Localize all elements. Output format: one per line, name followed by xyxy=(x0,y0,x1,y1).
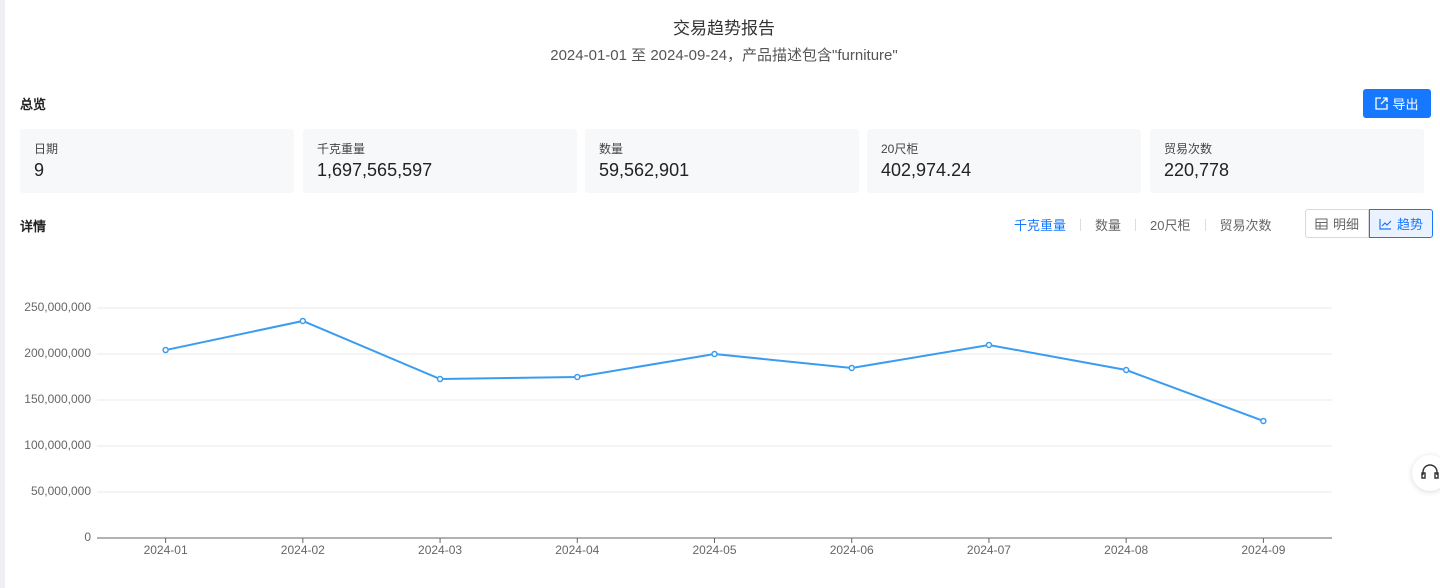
x-tick-label: 2024-04 xyxy=(555,543,599,557)
stat-value: 1,697,565,597 xyxy=(317,160,433,180)
data-point xyxy=(711,350,718,358)
metric-tab[interactable]: 贸易次数 xyxy=(1219,218,1272,233)
trend-icon xyxy=(1379,218,1392,230)
stat-label: 千克重量 xyxy=(317,142,366,156)
y-tick-label: 250,000,000 xyxy=(24,300,91,314)
y-tick-label: 0 xyxy=(84,530,91,544)
data-point xyxy=(985,341,993,349)
y-tick-label: 50,000,000 xyxy=(31,484,91,498)
series-line xyxy=(165,319,1264,422)
stat-value: 9 xyxy=(34,160,45,180)
metric-tab[interactable]: 千克重量 xyxy=(1014,218,1067,233)
data-point xyxy=(574,373,581,381)
tab-separator xyxy=(1080,218,1082,231)
stat-label: 日期 xyxy=(34,142,59,156)
stat-card: 20尺柜 402,974.24 xyxy=(867,129,1141,193)
stat-label: 20尺柜 xyxy=(881,142,919,156)
stat-label: 数量 xyxy=(599,142,624,156)
x-tick-label: 2024-07 xyxy=(967,543,1011,557)
stat-value: 402,974.24 xyxy=(881,160,972,180)
tab-separator xyxy=(1204,218,1206,231)
details-title: 详情 xyxy=(20,219,47,234)
data-point xyxy=(1122,366,1130,374)
y-tick-label: 150,000,000 xyxy=(24,392,91,406)
data-point xyxy=(299,317,307,325)
stat-card: 数量 59,562,901 xyxy=(585,129,859,193)
export-label[interactable]: 导出 xyxy=(1392,97,1419,112)
export-icon xyxy=(1375,97,1389,110)
view-trend[interactable]: 趋势 xyxy=(1369,209,1434,238)
data-point xyxy=(1260,417,1267,425)
stat-card: 贸易次数 220,778 xyxy=(1150,129,1424,193)
view-label[interactable]: 趋势 xyxy=(1397,217,1424,232)
data-point xyxy=(162,346,169,354)
sidebar-edge xyxy=(0,0,5,588)
stat-card: 日期 9 xyxy=(20,129,294,193)
data-point xyxy=(848,364,855,372)
x-tick-label: 2024-05 xyxy=(692,543,736,557)
export-button[interactable]: 导出 xyxy=(1363,89,1431,118)
view-toggle: 明细 趋势 xyxy=(1305,209,1434,238)
x-tick-label: 2024-02 xyxy=(281,543,325,557)
data-point xyxy=(436,375,444,383)
stat-value: 220,778 xyxy=(1164,160,1230,180)
metric-tabs: 千克重量 数量 20尺柜 贸易次数 xyxy=(1000,215,1286,234)
view-label[interactable]: 明细 xyxy=(1333,217,1360,232)
metric-tab[interactable]: 数量 xyxy=(1095,218,1122,233)
stat-card: 千克重量 1,697,565,597 xyxy=(303,129,577,193)
y-tick-label: 200,000,000 xyxy=(24,346,91,360)
x-tick-label: 2024-03 xyxy=(418,543,462,557)
chart: 0 50,000,000 100,000,000 150,000,000 200,000… xyxy=(24,300,1332,557)
x-tick-label: 2024-09 xyxy=(1241,543,1285,557)
help-button[interactable] xyxy=(1412,455,1440,491)
x-tick-label: 2024-06 xyxy=(830,543,874,557)
tab-separator xyxy=(1135,218,1137,231)
view-table[interactable]: 明细 xyxy=(1305,209,1370,238)
x-tick-label: 2024-08 xyxy=(1104,543,1148,557)
table-icon xyxy=(1315,218,1328,229)
x-tick-label: 2024-01 xyxy=(144,543,188,557)
metric-tab[interactable]: 20尺柜 xyxy=(1150,218,1191,233)
stat-value: 59,562,901 xyxy=(599,160,690,180)
report-title: 交易趋势报告 xyxy=(673,19,775,38)
y-tick-label: 100,000,000 xyxy=(24,438,91,452)
report-subtitle: 2024-01-01 至 2024-09-24，产品描述包含"furniture… xyxy=(550,47,898,64)
overview-title: 总览 xyxy=(20,97,47,112)
stat-label: 贸易次数 xyxy=(1164,142,1213,156)
headset-icon xyxy=(1421,464,1439,479)
